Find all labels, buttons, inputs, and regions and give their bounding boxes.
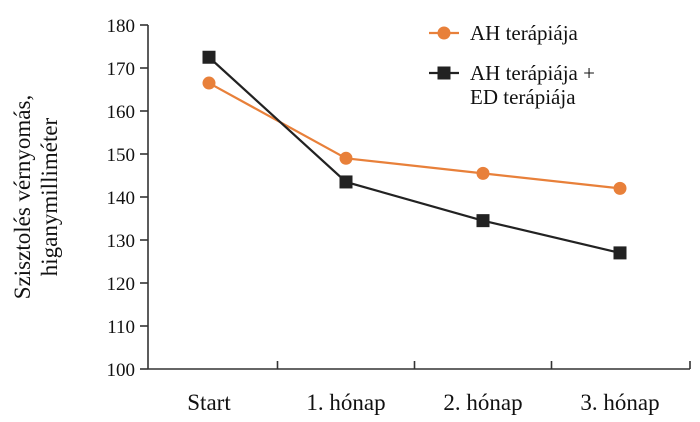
x-tick-label: 3. hónap xyxy=(580,390,659,415)
data-point-square xyxy=(613,246,627,260)
data-point-circle xyxy=(476,166,490,180)
y-ticks: 100 110 120 130 140 150 160 170 180 xyxy=(107,16,148,381)
y-axis-title-line-2: higanymilliméter xyxy=(37,117,62,276)
legend-item-1: AH terápiája xyxy=(429,21,579,45)
series-2 xyxy=(202,50,627,260)
data-point-circle xyxy=(339,151,353,165)
data-point-square xyxy=(202,50,216,64)
x-tick-label: 2. hónap xyxy=(443,390,522,415)
data-point-square xyxy=(476,214,490,228)
y-tick-label: 170 xyxy=(107,59,136,80)
x-tick-label: 1. hónap xyxy=(306,390,385,415)
y-tick-label: 160 xyxy=(107,102,136,123)
y-tick-label: 110 xyxy=(107,317,135,338)
data-point-circle xyxy=(613,181,627,195)
legend: AH terápiája AH terápiája +ED terápiája xyxy=(429,21,595,109)
y-tick-label: 150 xyxy=(107,145,136,166)
y-tick-label: 120 xyxy=(107,274,136,295)
y-tick-label: 100 xyxy=(107,360,136,381)
legend-label: ED terápiája xyxy=(470,85,576,109)
legend-marker-circle xyxy=(437,26,451,40)
series-layer xyxy=(202,50,627,260)
x-tick-label: Start xyxy=(187,390,231,415)
data-point-circle xyxy=(202,76,216,90)
y-tick-label: 180 xyxy=(107,16,136,37)
data-point-square xyxy=(339,175,353,189)
y-tick-label: 140 xyxy=(107,188,136,209)
y-tick-label: 130 xyxy=(107,231,136,252)
series-line xyxy=(208,56,621,254)
legend-marker-square xyxy=(437,66,451,80)
legend-label: AH terápiája + xyxy=(470,61,595,85)
legend-label: AH terápiája xyxy=(470,21,579,45)
y-axis-title-line-1: Szisztolés vérnyomás, xyxy=(10,95,35,299)
x-ticks: Start 1. hónap 2. hónap 3. hónap xyxy=(187,361,691,415)
legend-item-2: AH terápiája +ED terápiája xyxy=(429,61,595,109)
